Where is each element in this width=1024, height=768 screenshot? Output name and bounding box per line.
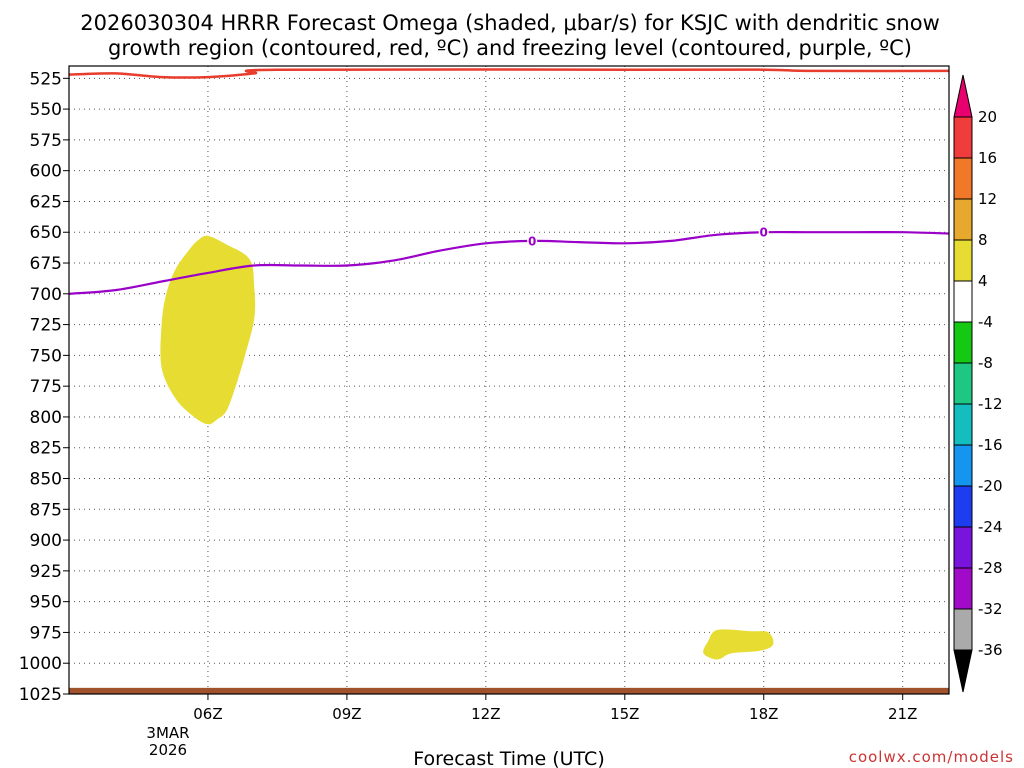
y-tick-label-875: 875	[30, 500, 62, 520]
colorbar-segment-3	[953, 198, 973, 241]
y-tick-label-675: 675	[30, 254, 62, 274]
x-tick-label-21Z: 21Z	[888, 705, 917, 723]
freezing-level-label-1: 0	[528, 234, 536, 248]
y-tick-label-975: 975	[30, 623, 62, 643]
surface-band-fill	[69, 687, 949, 694]
colorbar-segment-6	[953, 321, 973, 364]
omega-shading	[160, 235, 774, 660]
colorbar-label-16: 16	[978, 149, 997, 167]
colorbar-segment-10	[953, 485, 973, 528]
colorbar-label-8: 8	[978, 231, 988, 249]
plot-border	[68, 65, 950, 695]
y-tick-label-725: 725	[30, 316, 62, 336]
colorbar-top-arrow	[953, 74, 973, 118]
omega-shaded-region-1	[160, 235, 256, 425]
y-tick-label-950: 950	[30, 593, 62, 613]
omega-shaded-region-2	[703, 629, 774, 660]
colorbar-segment-9	[953, 444, 973, 487]
colorbar: 20 16 12 8 4 -4 -8 -12 -16 -20 -24 -28 -32 -36	[953, 74, 1003, 693]
y-tick-label-625: 625	[30, 192, 62, 212]
y-tick-label-900: 900	[30, 531, 62, 551]
y-axis-ticks: 525 550 575 600 625 650 675 700 725 750 775 800 825 8…	[19, 69, 69, 705]
x-tick-label-12Z: 12Z	[471, 705, 500, 723]
freezing-level-label-bg-1	[527, 233, 538, 248]
colorbar-label--8: -8	[978, 354, 993, 372]
y-tick-label-1025: 1025	[19, 685, 62, 705]
chart-title-line-2: growth region (contoured, red, ºC) and f…	[108, 36, 912, 60]
x-date-label-month: 3MAR	[146, 724, 189, 742]
y-tick-label-550: 550	[30, 100, 62, 120]
y-tick-label-525: 525	[30, 69, 62, 89]
credit-text: coolwx.com/models	[849, 748, 1014, 766]
colorbar-segment-13	[953, 608, 973, 651]
colorbar-segment-7	[953, 362, 973, 405]
colorbar-label--32: -32	[978, 600, 1003, 618]
x-axis-label: Forecast Time (UTC)	[413, 748, 604, 768]
y-tick-label-700: 700	[30, 285, 62, 305]
colorbar-segment-8	[953, 403, 973, 446]
x-axis-ticks: 06Z 09Z 12Z 15Z 18Z 21Z	[193, 694, 917, 723]
colorbar-segment-1	[953, 116, 973, 159]
chart-title-line-1: 2026030304 HRRR Forecast Omega (shaded, …	[80, 11, 940, 35]
x-tick-label-09Z: 09Z	[332, 705, 361, 723]
colorbar-segment-11	[953, 526, 973, 569]
colorbar-label--24: -24	[978, 518, 1003, 536]
colorbar-segment-4	[953, 239, 973, 282]
y-tick-label-750: 750	[30, 346, 62, 366]
x-tick-label-06Z: 06Z	[193, 705, 222, 723]
colorbar-bottom-arrow	[953, 649, 973, 693]
colorbar-label-20: 20	[978, 108, 997, 126]
x-tick-label-15Z: 15Z	[610, 705, 639, 723]
colorbar-label-4: 4	[978, 272, 988, 290]
colorbar-label--36: -36	[978, 641, 1003, 659]
y-tick-label-575: 575	[30, 131, 62, 151]
colorbar-segment-2	[953, 157, 973, 200]
x-date-label-year: 2026	[149, 741, 187, 759]
surface-band	[69, 687, 949, 694]
colorbar-label-12: 12	[978, 190, 997, 208]
colorbar-label--16: -16	[978, 436, 1003, 454]
colorbar-segment-12	[953, 567, 973, 610]
y-tick-label-925: 925	[30, 562, 62, 582]
y-tick-label-775: 775	[30, 377, 62, 397]
contours: 00	[68, 68, 950, 295]
y-tick-label-650: 650	[30, 223, 62, 243]
freezing-level-line	[68, 230, 950, 295]
plot-frame	[68, 65, 950, 695]
y-tick-label-1000: 1000	[19, 654, 62, 674]
colorbar-label--12: -12	[978, 395, 1003, 413]
colorbar-segment-5	[953, 280, 973, 323]
x-tick-label-18Z: 18Z	[749, 705, 778, 723]
y-tick-label-600: 600	[30, 162, 62, 182]
y-tick-label-850: 850	[30, 470, 62, 490]
colorbar-label--4: -4	[978, 313, 993, 331]
freezing-level-label-2: 0	[760, 226, 768, 240]
colorbar-label--20: -20	[978, 477, 1003, 495]
y-tick-label-825: 825	[30, 439, 62, 459]
dgz-contour-line	[68, 68, 950, 79]
colorbar-label--28: -28	[978, 559, 1003, 577]
y-tick-label-800: 800	[30, 408, 62, 428]
freezing-level-label-bg-2	[758, 225, 769, 240]
